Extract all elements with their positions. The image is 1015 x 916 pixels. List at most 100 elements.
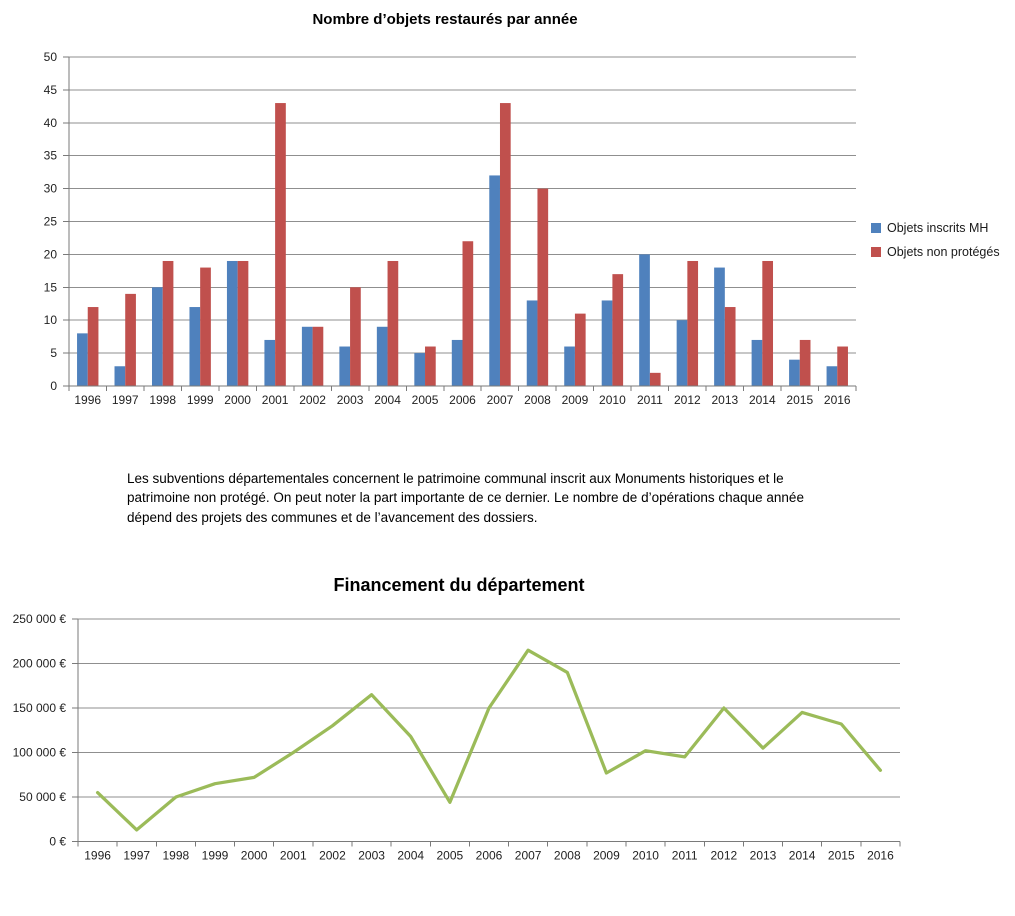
- bar-2003-inscrits-mh: [339, 346, 351, 386]
- bar-2001-non-proteges: [275, 103, 286, 386]
- x-tick-label: 1999: [202, 849, 229, 863]
- legend-label-non-proteges: Objets non protégés: [887, 245, 1000, 259]
- bar-chart-title: Nombre d’objets restaurés par année: [312, 11, 578, 28]
- annotation-text: Les subventions départementales concerne…: [127, 470, 804, 525]
- y-tick-label: 50 000 €: [19, 790, 66, 804]
- x-tick-label: 2000: [241, 849, 268, 863]
- y-tick-label: 0: [50, 379, 57, 393]
- bar-1999-inscrits-mh: [189, 307, 201, 386]
- bar-1997-inscrits-mh: [114, 366, 126, 386]
- legend-item-inscrits-mh: Objets inscrits MH: [871, 216, 1000, 240]
- x-tick-label: 2005: [412, 393, 439, 407]
- y-tick-label: 5: [50, 346, 57, 360]
- bar-2015-non-proteges: [799, 339, 811, 386]
- x-tick-label: 2011: [672, 849, 698, 863]
- x-tick-label: 2016: [867, 849, 894, 863]
- bar-1999-non-proteges: [200, 267, 211, 386]
- bar-2002-inscrits-mh: [301, 326, 313, 386]
- bar-1996-non-proteges: [87, 307, 99, 386]
- bar-2004-inscrits-mh: [376, 326, 388, 386]
- bar-2010-non-proteges: [612, 274, 624, 386]
- bar-1997-non-proteges: [125, 293, 136, 386]
- bar-1998-non-proteges: [162, 260, 174, 386]
- x-tick-label: 2000: [224, 393, 251, 407]
- x-tick-label: 2001: [262, 393, 289, 407]
- x-tick-label: 2009: [562, 393, 589, 407]
- x-tick-label: 2002: [319, 849, 346, 863]
- bar-2012-inscrits-mh: [676, 320, 688, 386]
- x-tick-label: 1996: [84, 849, 111, 863]
- bar-2016-inscrits-mh: [826, 366, 838, 386]
- line-chart-title: Financement du département: [333, 575, 585, 595]
- bar-2009-non-proteges: [574, 313, 586, 386]
- bar-2003-non-proteges: [350, 287, 361, 386]
- x-tick-label: 2003: [337, 393, 364, 407]
- y-tick-label: 30: [44, 182, 58, 196]
- x-tick-label: 2004: [397, 849, 424, 863]
- bar-chart-legend: Objets inscrits MH Objets non protégés: [871, 216, 1000, 264]
- y-tick-label: 150 000 €: [13, 701, 67, 715]
- x-tick-label: 1997: [123, 849, 150, 863]
- bar-chart: 0 5 10 15 20 25 30 35 40 45 50 1996 1997 1998 1999 2000…: [44, 50, 857, 407]
- y-tick-label: 45: [44, 83, 58, 97]
- y-tick-label: 100 000 €: [13, 746, 67, 760]
- x-tick-label: 2010: [599, 393, 626, 407]
- x-tick-label: 2003: [358, 849, 385, 863]
- bar-2005-non-proteges: [425, 346, 436, 386]
- x-tick-label: 2013: [750, 849, 777, 863]
- legend-swatch-non-proteges-icon: [871, 247, 881, 257]
- bar-2014-non-proteges: [762, 260, 774, 386]
- x-tick-label: 2009: [593, 849, 620, 863]
- y-tick-label: 35: [44, 149, 58, 163]
- bar-2007-inscrits-mh: [489, 175, 500, 386]
- y-tick-label: 200 000 €: [13, 657, 67, 671]
- x-tick-label: 2011: [637, 393, 663, 407]
- x-tick-label: 2008: [554, 849, 581, 863]
- bar-1996-inscrits-mh: [77, 333, 88, 386]
- x-tick-label: 1996: [74, 393, 101, 407]
- y-tick-label: 250 000 €: [13, 612, 67, 626]
- bar-2016-non-proteges: [837, 346, 848, 386]
- legend-item-non-proteges: Objets non protégés: [871, 240, 1000, 264]
- y-tick-label: 40: [44, 116, 58, 130]
- x-tick-label: 2002: [299, 393, 326, 407]
- y-tick-label: 10: [44, 313, 58, 327]
- x-tick-label: 2015: [828, 849, 855, 863]
- x-tick-label: 2012: [674, 393, 701, 407]
- bar-2001-inscrits-mh: [264, 339, 276, 386]
- x-tick-label: 1998: [163, 849, 190, 863]
- x-tick-label: 2007: [515, 849, 542, 863]
- x-tick-label: 2006: [449, 393, 476, 407]
- bar-2010-inscrits-mh: [601, 300, 613, 386]
- bar-2006-inscrits-mh: [451, 339, 463, 386]
- bar-2009-inscrits-mh: [564, 346, 575, 386]
- bar-1998-inscrits-mh: [151, 287, 163, 386]
- y-tick-label: 15: [44, 280, 58, 294]
- x-tick-label: 2005: [437, 849, 464, 863]
- bar-2004-non-proteges: [387, 260, 399, 386]
- line-chart: 0 € 50 000 € 100 000 € 150 000 € 200 000 € 25…: [13, 612, 901, 863]
- x-tick-label: 2015: [786, 393, 813, 407]
- x-tick-label: 2007: [487, 393, 514, 407]
- x-tick-label: 1997: [112, 393, 139, 407]
- y-tick-label: 25: [44, 215, 58, 229]
- x-tick-label: 2004: [374, 393, 401, 407]
- bar-2013-non-proteges: [724, 307, 736, 386]
- legend-swatch-inscrits-mh-icon: [871, 223, 881, 233]
- bar-2008-inscrits-mh: [526, 300, 538, 386]
- x-tick-label: 2014: [749, 393, 776, 407]
- bar-2008-non-proteges: [537, 188, 549, 386]
- x-tick-label: 2010: [632, 849, 659, 863]
- x-tick-label: 2012: [711, 849, 738, 863]
- bar-2005-inscrits-mh: [414, 353, 426, 386]
- bar-2011-inscrits-mh: [639, 254, 650, 386]
- bar-2000-non-proteges: [237, 260, 249, 386]
- finance-line: [95, 648, 883, 832]
- x-tick-label: 1999: [187, 393, 214, 407]
- bar-2015-inscrits-mh: [789, 359, 800, 386]
- bar-2013-inscrits-mh: [714, 267, 725, 386]
- bar-2006-non-proteges: [462, 241, 474, 386]
- y-tick-label: 50: [44, 50, 58, 64]
- x-tick-label: 2006: [476, 849, 503, 863]
